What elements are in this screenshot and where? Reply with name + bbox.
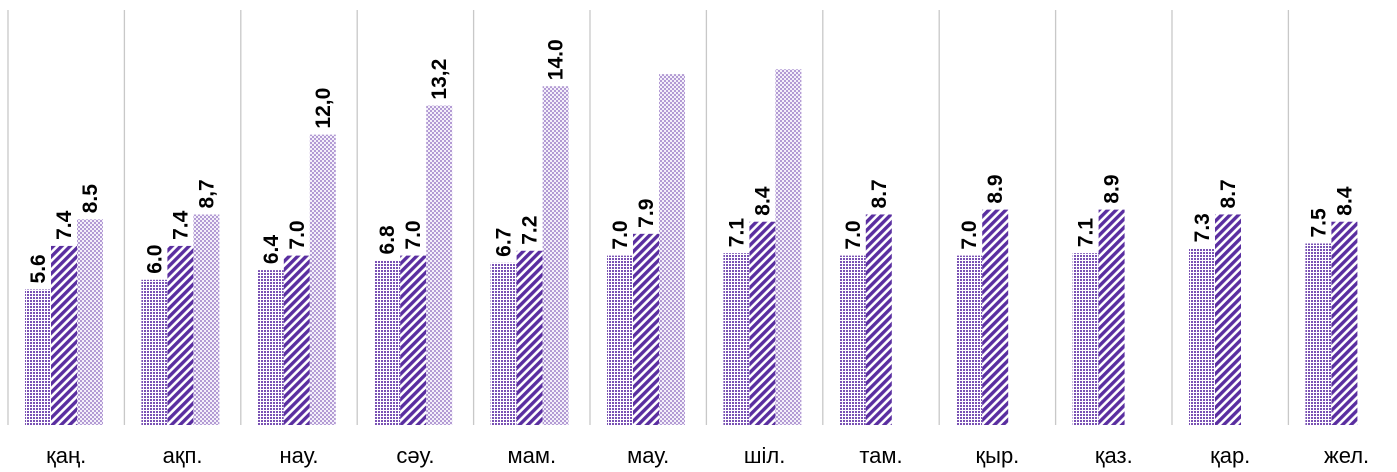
data-label: 13,2 bbox=[428, 59, 451, 100]
bar bbox=[309, 134, 336, 425]
data-label: 8.7 bbox=[868, 179, 891, 208]
category-label: сәу. bbox=[396, 443, 434, 468]
bar bbox=[257, 270, 284, 425]
bar bbox=[374, 260, 401, 425]
data-label: 8.5 bbox=[79, 184, 102, 214]
category-axis: қаң. ақп. нау. сәу. мам. мау. шіл. там. қыр. қаз.… bbox=[46, 443, 1369, 468]
bar bbox=[749, 221, 776, 425]
data-label: 7.0 bbox=[958, 220, 981, 249]
category-separators bbox=[7, 10, 1290, 425]
data-label: 6.8 bbox=[376, 225, 399, 255]
bar bbox=[865, 214, 892, 425]
bar bbox=[542, 86, 569, 425]
bar bbox=[25, 289, 51, 425]
bar bbox=[607, 255, 633, 425]
category-label: мау. bbox=[627, 443, 669, 468]
category-label: қыр. bbox=[976, 443, 1020, 468]
bar bbox=[490, 262, 517, 425]
data-label: 8.9 bbox=[984, 174, 1007, 203]
bar bbox=[426, 105, 453, 425]
bar bbox=[1189, 248, 1215, 425]
data-label: 7.5 bbox=[1307, 208, 1330, 238]
data-label: 7.2 bbox=[519, 216, 542, 245]
data-label: 8,7 bbox=[195, 179, 218, 208]
bar bbox=[193, 214, 220, 425]
category-label: шіл. bbox=[744, 443, 786, 468]
category-label: қаң. bbox=[46, 443, 86, 468]
data-label: 8.4 bbox=[1333, 186, 1356, 216]
category-label: нау. bbox=[279, 443, 318, 468]
category-label: қар. bbox=[1210, 443, 1250, 468]
bar bbox=[51, 245, 77, 425]
bar bbox=[516, 250, 543, 425]
data-label: 7.4 bbox=[169, 210, 192, 240]
bar bbox=[1098, 209, 1125, 425]
bar bbox=[283, 255, 310, 425]
bars bbox=[25, 69, 1358, 425]
bar bbox=[982, 209, 1009, 425]
data-label: 8.4 bbox=[751, 186, 774, 216]
data-labels: 5.67.48.56.07.48,76.4 7.012,06.8 7.013,26.… bbox=[27, 39, 1356, 283]
data-label: 5.6 bbox=[27, 254, 50, 283]
data-label: 14.0 bbox=[545, 39, 568, 80]
category-label: жел. bbox=[1324, 443, 1369, 468]
data-label: 7.3 bbox=[1191, 213, 1214, 242]
data-label: 7.9 bbox=[635, 199, 658, 228]
data-label: 6.7 bbox=[493, 228, 516, 257]
bar bbox=[956, 255, 983, 425]
data-label: 6.4 bbox=[260, 235, 283, 265]
bar bbox=[1331, 221, 1358, 425]
bar bbox=[723, 253, 750, 425]
data-label: 6.0 bbox=[143, 245, 166, 274]
bar bbox=[839, 255, 866, 425]
bar bbox=[167, 245, 194, 425]
data-label: 8.7 bbox=[1217, 179, 1240, 208]
bar bbox=[1305, 243, 1332, 425]
data-label: 12,0 bbox=[312, 88, 335, 129]
category-label: мам. bbox=[507, 443, 556, 468]
category-label: қаз. bbox=[1095, 443, 1133, 468]
bar bbox=[775, 69, 802, 425]
data-label: 7.0 bbox=[402, 220, 425, 249]
bar bbox=[659, 74, 685, 425]
bar bbox=[633, 233, 659, 425]
data-label: 8.9 bbox=[1101, 174, 1124, 203]
bar bbox=[141, 279, 168, 425]
data-label: 7.4 bbox=[53, 210, 76, 240]
bar bbox=[1072, 253, 1099, 425]
data-label: 7.1 bbox=[725, 218, 748, 248]
data-label: 7.0 bbox=[842, 220, 865, 249]
category-label: ақп. bbox=[163, 443, 203, 468]
bar bbox=[400, 255, 427, 425]
category-label: там. bbox=[859, 443, 902, 468]
data-label: 7.0 bbox=[609, 220, 632, 249]
data-label: 7.1 bbox=[1075, 218, 1098, 248]
bar bbox=[77, 219, 103, 425]
bar bbox=[1215, 214, 1241, 425]
data-label: 7.0 bbox=[286, 220, 309, 249]
